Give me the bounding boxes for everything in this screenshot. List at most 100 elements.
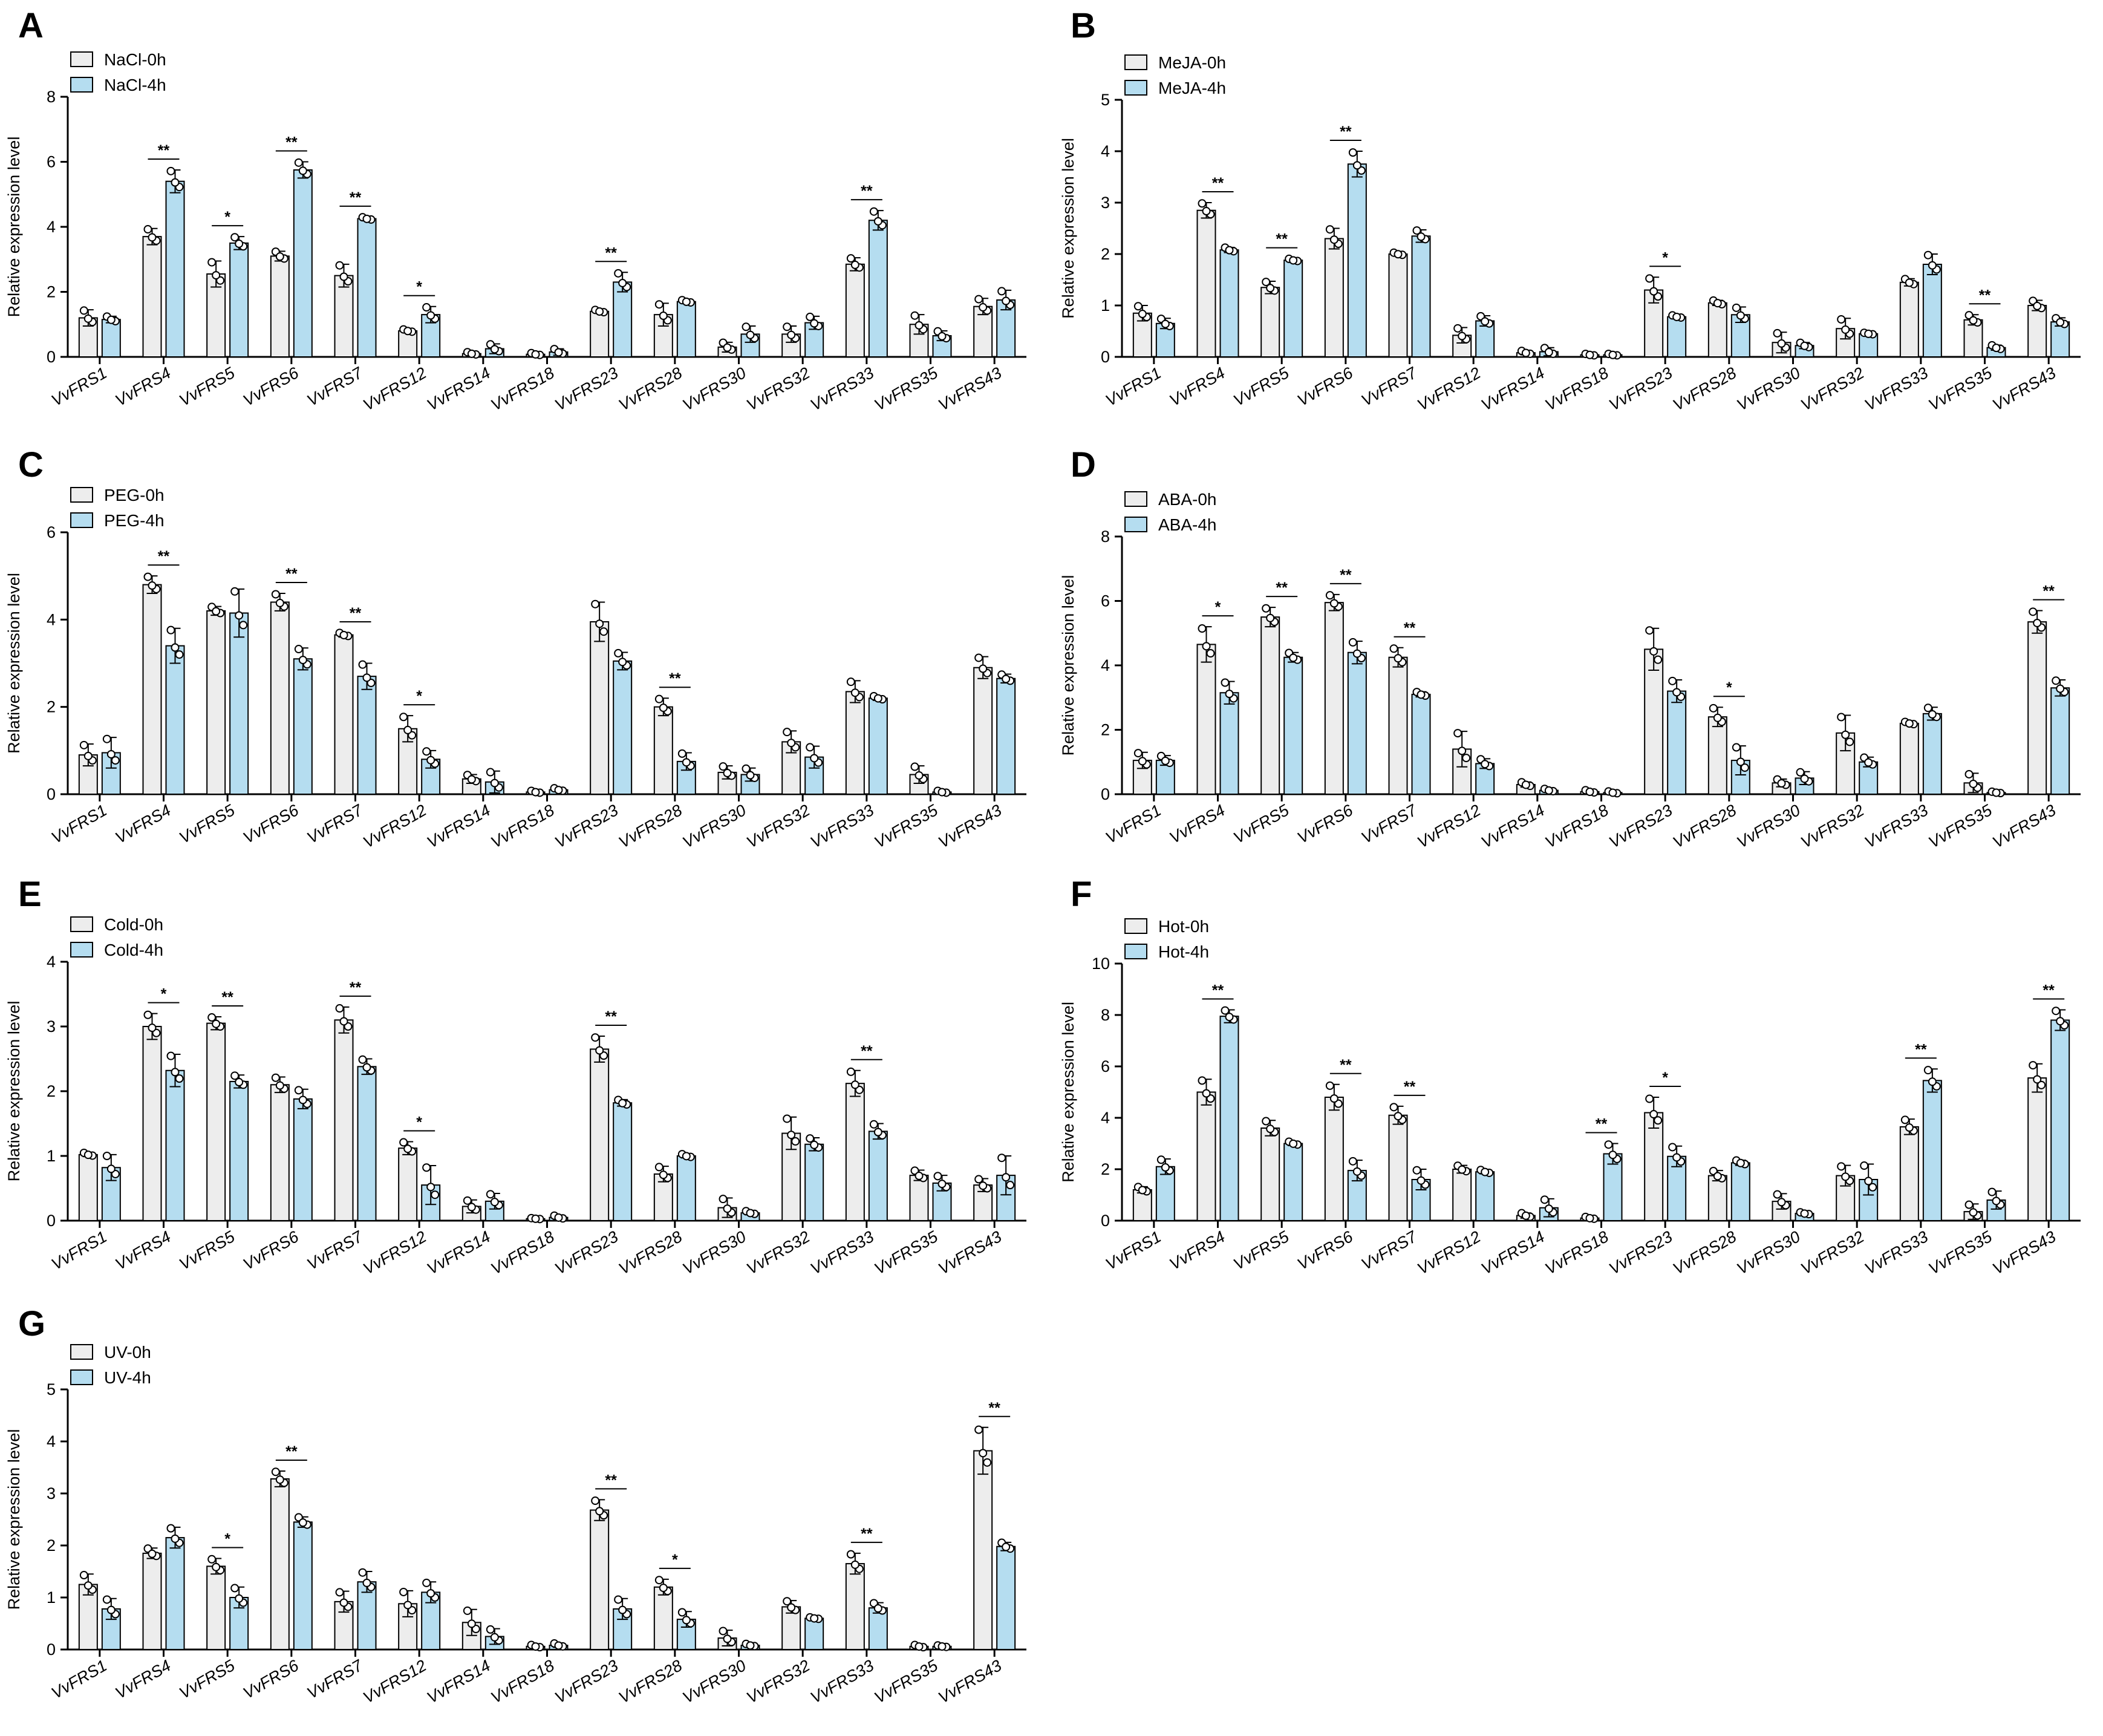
x-tick-label: VvFRS1 — [48, 364, 110, 410]
replicate-point — [677, 749, 686, 758]
x-tick-label: VvFRS6 — [1294, 364, 1357, 410]
significance-label: ** — [2043, 582, 2055, 599]
replicate-point — [403, 1144, 412, 1154]
panel-b: B MeJA-0h MeJA-4h Relative expression level… — [1059, 6, 2081, 414]
bar-control — [590, 1509, 610, 1651]
replicate-point — [654, 1163, 664, 1172]
replicate-point — [742, 764, 751, 773]
x-tick-label: VvFRS14 — [424, 801, 494, 852]
x-tick-label: VvFRS1 — [1103, 364, 1164, 410]
replicate-point — [1608, 788, 1617, 797]
replicate-point — [1352, 649, 1361, 658]
replicate-point — [846, 1067, 855, 1076]
y-tick-label: 2 — [1101, 721, 1110, 739]
significance-label: ** — [861, 1526, 873, 1542]
replicate-point — [974, 1425, 983, 1434]
replicate-point — [787, 330, 796, 339]
y-tick-label: 0 — [47, 1640, 56, 1659]
bar-control — [1644, 1112, 1664, 1221]
bar-treated — [613, 660, 633, 795]
replicate-point — [1837, 713, 1846, 722]
replicate-point — [166, 166, 175, 175]
replicate-point — [207, 258, 217, 267]
significance-label: ** — [1979, 287, 1991, 304]
significance-label: ** — [1404, 620, 1416, 637]
y-tick-label: 10 — [1092, 954, 1110, 973]
replicate-point — [171, 643, 180, 652]
replicate-point — [2037, 1080, 2046, 1089]
replicate-point — [1544, 1204, 1553, 1213]
legend-label: Cold-0h — [104, 915, 163, 934]
x-tick-label: VvFRS35 — [871, 801, 941, 852]
replicate-point — [235, 1078, 244, 1087]
y-axis-label: Relative expression level — [5, 1001, 23, 1182]
replicate-point — [723, 1634, 732, 1643]
x-tick-label: VvFRS23 — [552, 801, 621, 852]
bar-treated — [357, 218, 377, 357]
replicate-point — [106, 315, 116, 324]
x-tick-label: VvFRS30 — [679, 801, 749, 852]
replicate-point — [1221, 1006, 1230, 1015]
replicate-point — [1668, 1143, 1677, 1152]
bar-control — [1324, 602, 1344, 795]
replicate-point — [1394, 1112, 1403, 1121]
panel-letter: C — [18, 445, 44, 485]
bar-control — [142, 1026, 162, 1221]
significance-label: ** — [2043, 982, 2055, 999]
panel-a: A NaCl-0h NaCl-4h Relative expression level… — [5, 6, 1026, 414]
replicate-point — [806, 312, 815, 321]
replicate-point — [1964, 769, 1974, 778]
replicate-point — [1964, 1200, 1974, 1209]
replicate-point — [102, 1595, 111, 1604]
x-tick-label: VvFRS5 — [176, 1227, 238, 1274]
bar-control — [2027, 1077, 2047, 1221]
legend-swatch-0 — [70, 487, 93, 503]
x-tick-label: VvFRS18 — [1542, 364, 1611, 414]
replicate-point — [974, 653, 983, 662]
panels: A NaCl-0h NaCl-4h Relative expression level… — [5, 6, 2081, 1707]
replicate-point — [1713, 299, 1722, 308]
x-tick-label: VvFRS12 — [360, 801, 429, 852]
replicate-point — [335, 261, 344, 270]
replicate-point — [1453, 729, 1462, 738]
replicate-point — [1389, 644, 1398, 653]
bar-treated — [1347, 163, 1367, 357]
replicate-point — [1654, 1116, 1663, 1125]
legend-swatch-0 — [70, 1344, 93, 1360]
bar-treated — [676, 301, 696, 357]
replicate-point — [1262, 1117, 1271, 1126]
x-tick-label: VvFRS35 — [871, 364, 941, 414]
replicate-point — [1841, 1172, 1850, 1181]
replicate-point — [915, 321, 924, 330]
replicate-point — [426, 311, 435, 320]
replicate-point — [531, 1642, 540, 1651]
replicate-point — [79, 306, 88, 315]
replicate-point — [2056, 1017, 2065, 1026]
x-tick-label: VvFRS4 — [112, 364, 174, 410]
y-tick-label: 2 — [1101, 245, 1110, 263]
replicate-point — [531, 788, 540, 797]
y-tick-label: 3 — [47, 1017, 56, 1036]
legend-swatch-1 — [1124, 944, 1147, 959]
bar-treated — [101, 319, 121, 357]
replicate-point — [83, 1581, 93, 1590]
replicate-point — [467, 1202, 476, 1212]
replicate-point — [1202, 642, 1211, 651]
replicate-point — [463, 1606, 472, 1615]
replicate-point — [212, 271, 221, 280]
replicate-point — [1905, 278, 1914, 287]
y-tick-label: 1 — [47, 1588, 56, 1607]
replicate-point — [1262, 604, 1271, 613]
replicate-point — [723, 343, 732, 352]
replicate-point — [1352, 161, 1361, 170]
replicate-point — [239, 621, 248, 630]
x-tick-label: VvFRS6 — [1294, 1227, 1357, 1274]
replicate-point — [595, 307, 604, 316]
replicate-point — [431, 1190, 440, 1199]
replicate-point — [1837, 1162, 1846, 1171]
replicate-point — [403, 1601, 412, 1610]
replicate-point — [1837, 315, 1846, 324]
replicate-point — [746, 1641, 755, 1650]
replicate-point — [1521, 1211, 1530, 1220]
replicate-point — [850, 1080, 859, 1089]
